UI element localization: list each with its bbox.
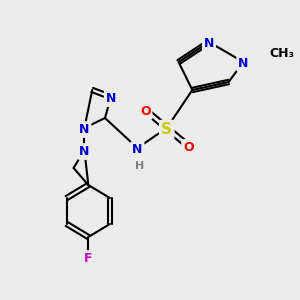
Text: N: N [79, 123, 90, 136]
Text: CH₃: CH₃ [270, 47, 295, 60]
Text: S: S [161, 122, 172, 137]
Text: N: N [238, 57, 248, 70]
Text: N: N [132, 143, 142, 156]
Text: O: O [140, 105, 151, 118]
Text: H: H [135, 161, 144, 171]
Text: N: N [106, 92, 116, 105]
Text: F: F [84, 252, 93, 265]
Text: O: O [183, 141, 194, 154]
Text: N: N [204, 37, 214, 50]
Text: N: N [79, 145, 90, 158]
